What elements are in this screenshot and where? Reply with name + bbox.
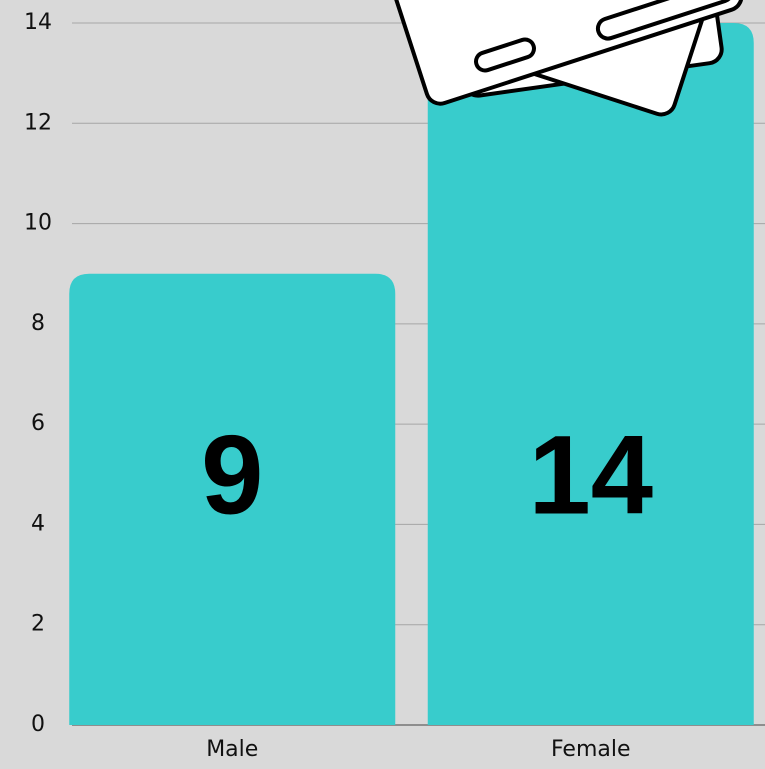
y-tick-label: 10 <box>24 211 52 236</box>
data-label: 14 <box>528 413 653 538</box>
data-label: 9 <box>201 413 263 538</box>
plot: 0 2 4 6 8 10 12 14 Male 9 Female 14 <box>24 10 765 762</box>
y-tick-label: 14 <box>24 10 52 35</box>
x-tick-label: Male <box>206 737 258 762</box>
x-tick-label: Female <box>551 737 631 762</box>
y-tick-label: 0 <box>31 712 45 737</box>
y-tick-label: 12 <box>24 110 52 135</box>
chart: 0 2 4 6 8 10 12 14 Male 9 Female 14 <box>0 0 765 765</box>
bar <box>428 23 754 725</box>
y-tick-label: 8 <box>31 311 45 336</box>
y-tick-label: 4 <box>31 511 45 536</box>
y-tick-label: 2 <box>31 612 45 637</box>
y-tick-label: 6 <box>31 411 45 436</box>
page: {"chart_data": {"type": "bar", "categori… <box>0 0 765 765</box>
